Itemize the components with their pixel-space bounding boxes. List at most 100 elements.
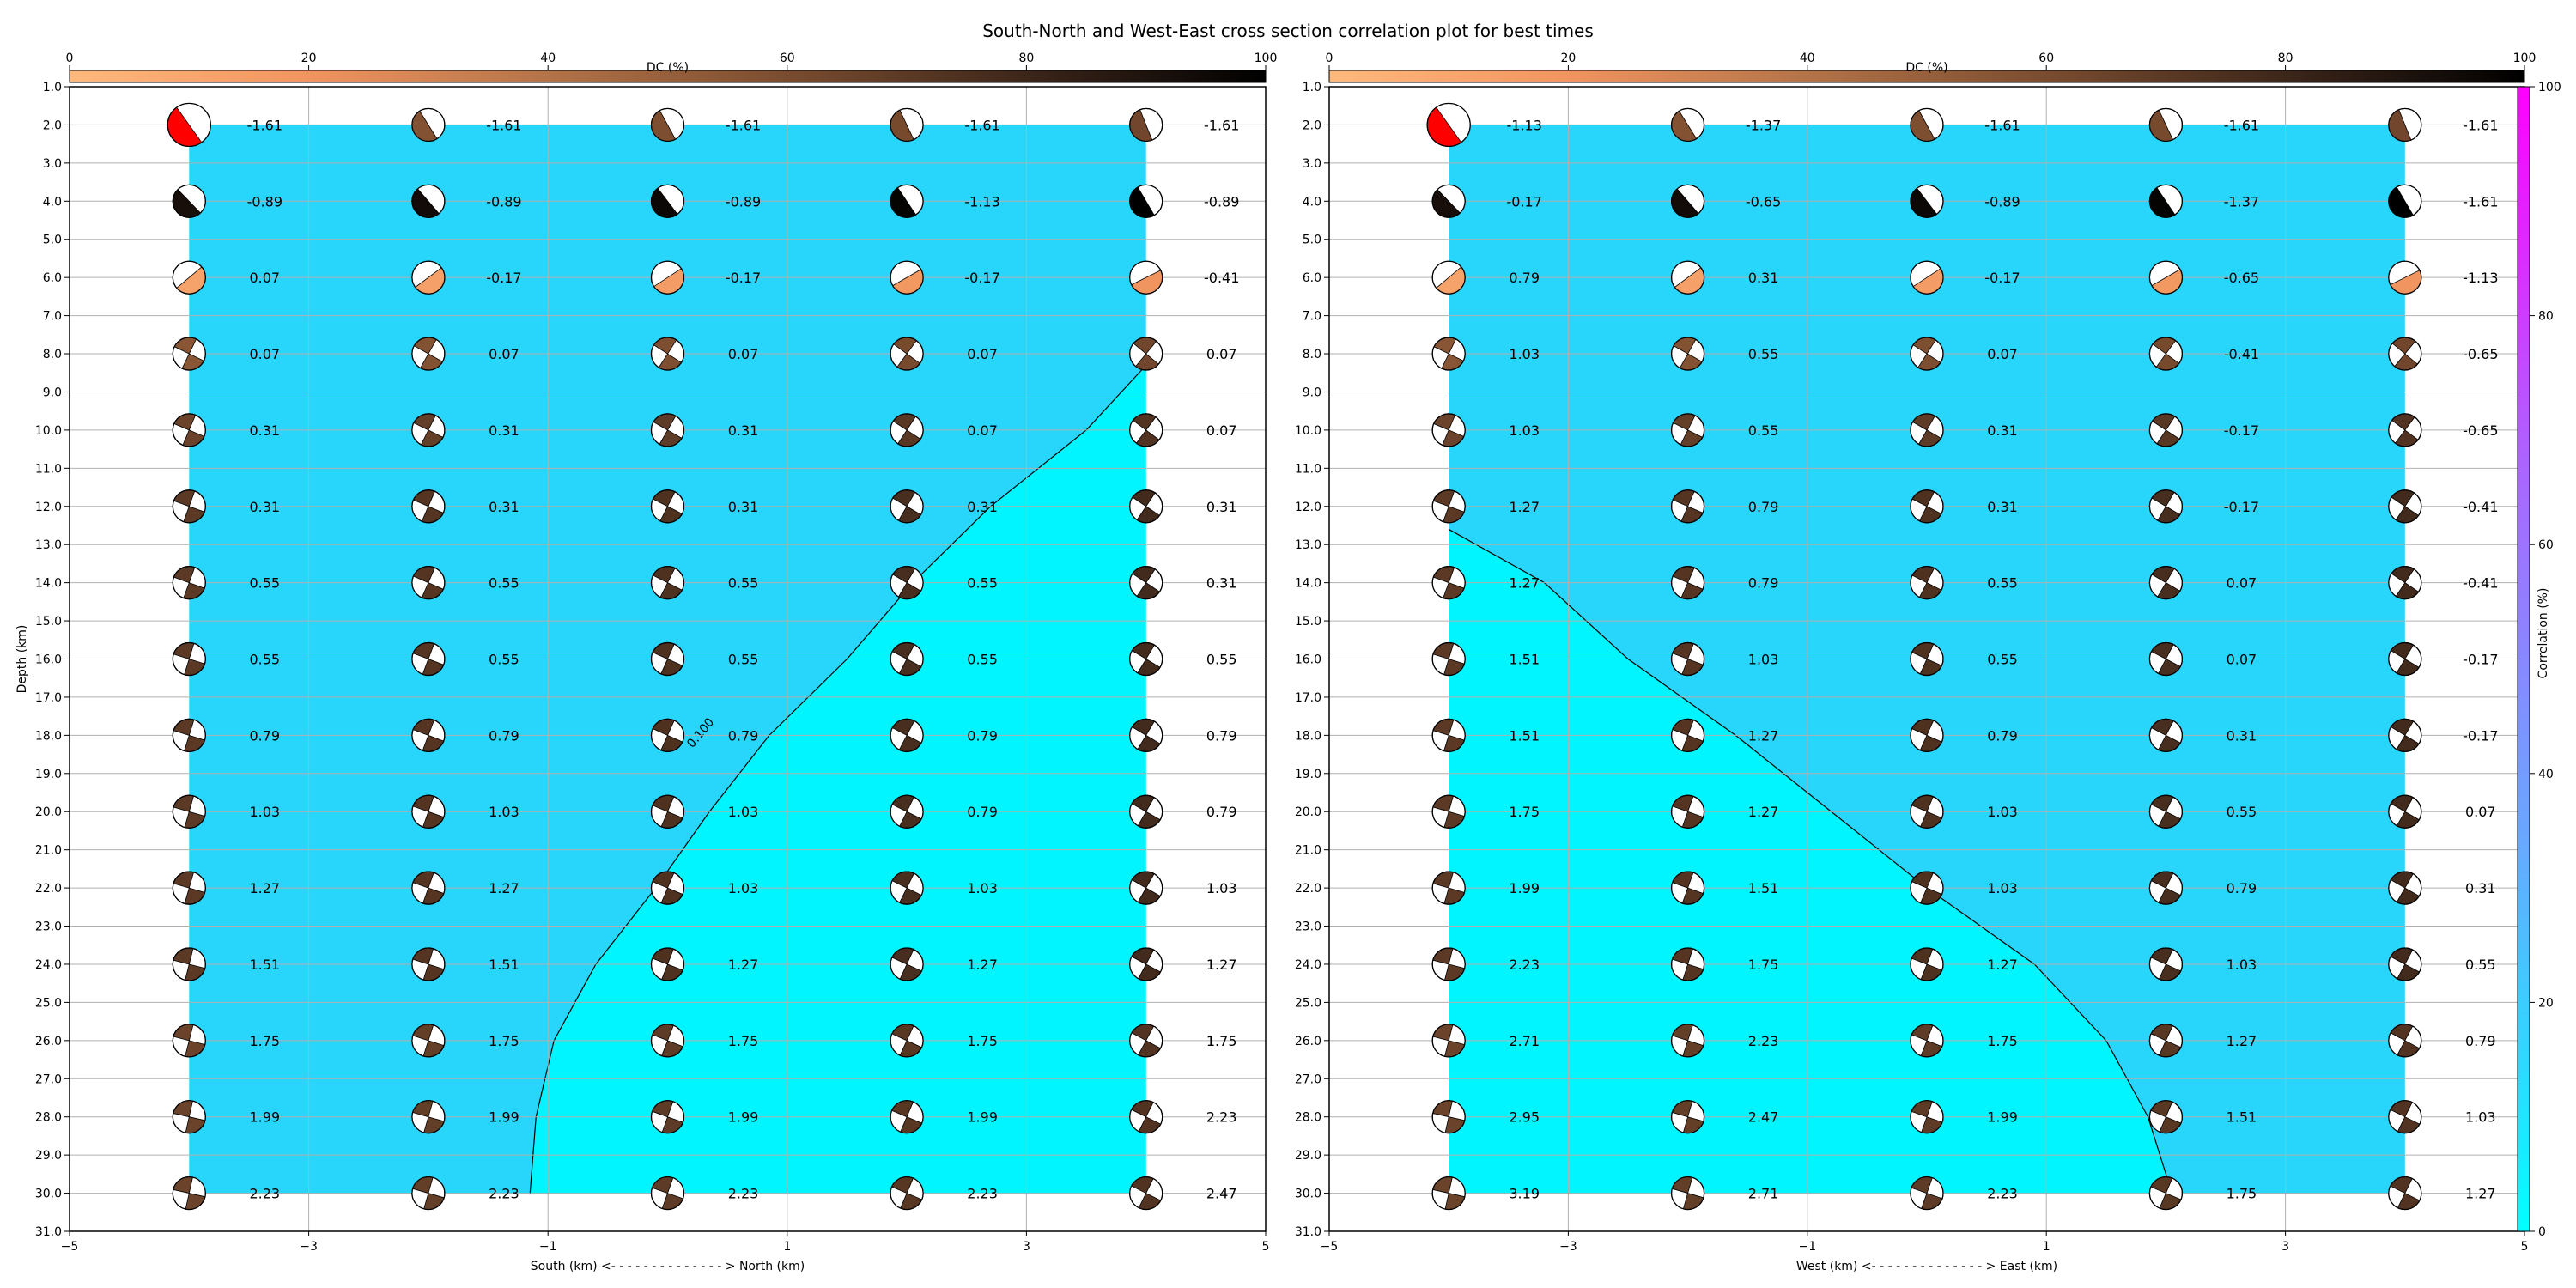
beachball-outline bbox=[1910, 718, 1944, 752]
time-shift-label: -0.65 bbox=[2463, 346, 2498, 362]
y-tick-label: 23.0 bbox=[1295, 920, 1321, 934]
beachball-outline bbox=[167, 102, 211, 148]
beachball bbox=[172, 794, 206, 829]
beachball-outline bbox=[1910, 794, 1944, 829]
time-shift-label: -1.61 bbox=[1204, 117, 1239, 133]
beachball bbox=[172, 718, 206, 752]
time-shift-label: 3.19 bbox=[1509, 1186, 1540, 1202]
x-tick-label: 5 bbox=[2521, 1240, 2529, 1254]
beachball-outline bbox=[650, 1176, 685, 1211]
y-tick-label: 27.0 bbox=[1295, 1072, 1321, 1086]
beachball-outline bbox=[650, 1024, 685, 1058]
beachball bbox=[411, 1024, 446, 1058]
beachball-outline bbox=[2388, 413, 2422, 447]
time-shift-label: 2.23 bbox=[489, 1186, 519, 1202]
time-shift-label: 1.03 bbox=[1987, 804, 2018, 820]
y-tick-label: 19.0 bbox=[35, 768, 62, 781]
beachball-outline bbox=[1910, 1100, 1944, 1134]
beachball bbox=[2388, 1176, 2422, 1211]
time-shift-label: 1.99 bbox=[728, 1109, 759, 1126]
time-shift-label: -1.61 bbox=[964, 117, 999, 133]
time-shift-label: 1.51 bbox=[249, 957, 280, 973]
time-shift-label: 0.31 bbox=[2465, 880, 2496, 896]
beachball bbox=[1431, 1100, 1466, 1134]
beachball-outline bbox=[2148, 413, 2183, 447]
time-shift-label: 1.27 bbox=[1509, 499, 1540, 515]
time-shift-label: -0.89 bbox=[486, 193, 521, 210]
beachball bbox=[172, 260, 206, 295]
time-shift-label: 0.79 bbox=[967, 804, 998, 820]
correlation-colorbar-tick-label: 0 bbox=[2538, 1225, 2546, 1239]
y-tick-label: 12.0 bbox=[1295, 501, 1321, 514]
beachball bbox=[650, 107, 685, 143]
beachball bbox=[1910, 871, 1944, 905]
beachball bbox=[1129, 260, 1163, 295]
time-shift-label: 2.23 bbox=[1509, 957, 1540, 973]
beachball bbox=[650, 489, 685, 524]
beachball bbox=[2388, 413, 2422, 447]
beachball-outline bbox=[650, 489, 685, 524]
beachball bbox=[1426, 102, 1471, 148]
beachball bbox=[1431, 566, 1466, 600]
beachball-outline bbox=[1910, 566, 1944, 600]
beachball-outline bbox=[1670, 184, 1705, 218]
beachball-outline bbox=[1670, 489, 1705, 524]
time-shift-label: -0.17 bbox=[2224, 499, 2259, 515]
beachball-outline bbox=[1129, 794, 1163, 829]
beachball bbox=[890, 1024, 924, 1058]
y-tick-label: 12.0 bbox=[35, 501, 62, 514]
time-shift-label: 0.07 bbox=[1206, 422, 1237, 439]
beachball-outline bbox=[2148, 337, 2183, 371]
y-tick-label: 15.0 bbox=[35, 615, 62, 629]
time-shift-label: -0.17 bbox=[726, 270, 761, 286]
y-tick-label: 11.0 bbox=[1295, 462, 1321, 476]
beachball bbox=[1910, 489, 1944, 524]
beachball-outline bbox=[2148, 718, 2183, 752]
beachball bbox=[1910, 1100, 1944, 1134]
beachball-outline bbox=[1670, 871, 1705, 905]
beachball bbox=[1670, 107, 1705, 143]
y-tick-label: 10.0 bbox=[35, 424, 62, 438]
y-tick-label: 4.0 bbox=[1303, 195, 1321, 209]
beachball bbox=[1670, 566, 1705, 600]
beachball bbox=[1670, 1100, 1705, 1134]
beachball-outline bbox=[1910, 1024, 1944, 1058]
x-tick-label: −3 bbox=[300, 1240, 318, 1254]
time-shift-label: 2.71 bbox=[1509, 1033, 1540, 1049]
y-tick-label: 15.0 bbox=[1295, 615, 1321, 629]
beachball bbox=[172, 489, 206, 524]
beachball bbox=[890, 794, 924, 829]
panel-2: 0 20 40 60 80 100 DC (%) 1.0 2.0 3.0 4.0 5.0 6.0 7.0 8… bbox=[1295, 52, 2537, 1273]
beachball-outline bbox=[2388, 107, 2422, 143]
beachball bbox=[2388, 107, 2422, 143]
beachball-outline bbox=[1129, 1100, 1163, 1134]
time-shift-label: -0.89 bbox=[1984, 193, 2020, 210]
beachball bbox=[1910, 641, 1944, 677]
beachball bbox=[1670, 794, 1705, 829]
dc-colorbar-label: DC (%) bbox=[647, 61, 689, 75]
time-shift-label: 0.07 bbox=[249, 346, 280, 362]
beachball-outline bbox=[411, 871, 446, 905]
beachball-outline bbox=[2388, 871, 2422, 905]
y-tick-label: 18.0 bbox=[1295, 729, 1321, 743]
time-shift-label: 2.47 bbox=[1206, 1186, 1237, 1202]
beachball-outline bbox=[1431, 947, 1466, 981]
beachball-outline bbox=[1670, 641, 1705, 677]
time-shift-label: 1.99 bbox=[967, 1109, 998, 1126]
beachball-outline bbox=[172, 871, 206, 905]
beachball-outline bbox=[2148, 794, 2183, 829]
beachball-outline bbox=[650, 413, 685, 447]
beachball bbox=[1431, 641, 1466, 677]
y-tick-label: 6.0 bbox=[1303, 271, 1321, 285]
beachball-outline bbox=[1670, 1100, 1705, 1134]
beachball-outline bbox=[172, 794, 206, 829]
beachball-outline bbox=[1431, 1024, 1466, 1058]
beachball bbox=[2388, 1024, 2422, 1058]
beachball-outline bbox=[172, 260, 206, 295]
time-shift-label: 2.71 bbox=[1748, 1186, 1779, 1202]
time-shift-label: -0.17 bbox=[1984, 270, 2020, 286]
beachball bbox=[2388, 489, 2422, 524]
beachball-outline bbox=[1431, 871, 1466, 905]
y-tick-label: 7.0 bbox=[43, 310, 62, 324]
beachball-outline bbox=[2148, 947, 2183, 981]
